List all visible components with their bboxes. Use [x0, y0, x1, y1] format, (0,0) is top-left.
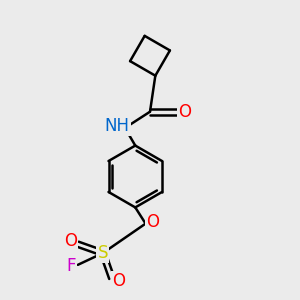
Text: O: O [178, 103, 191, 121]
Text: O: O [146, 213, 159, 231]
Text: O: O [64, 232, 77, 250]
Text: F: F [67, 257, 76, 275]
Text: S: S [98, 244, 108, 262]
Text: O: O [112, 272, 126, 290]
Text: NH: NH [104, 117, 129, 135]
